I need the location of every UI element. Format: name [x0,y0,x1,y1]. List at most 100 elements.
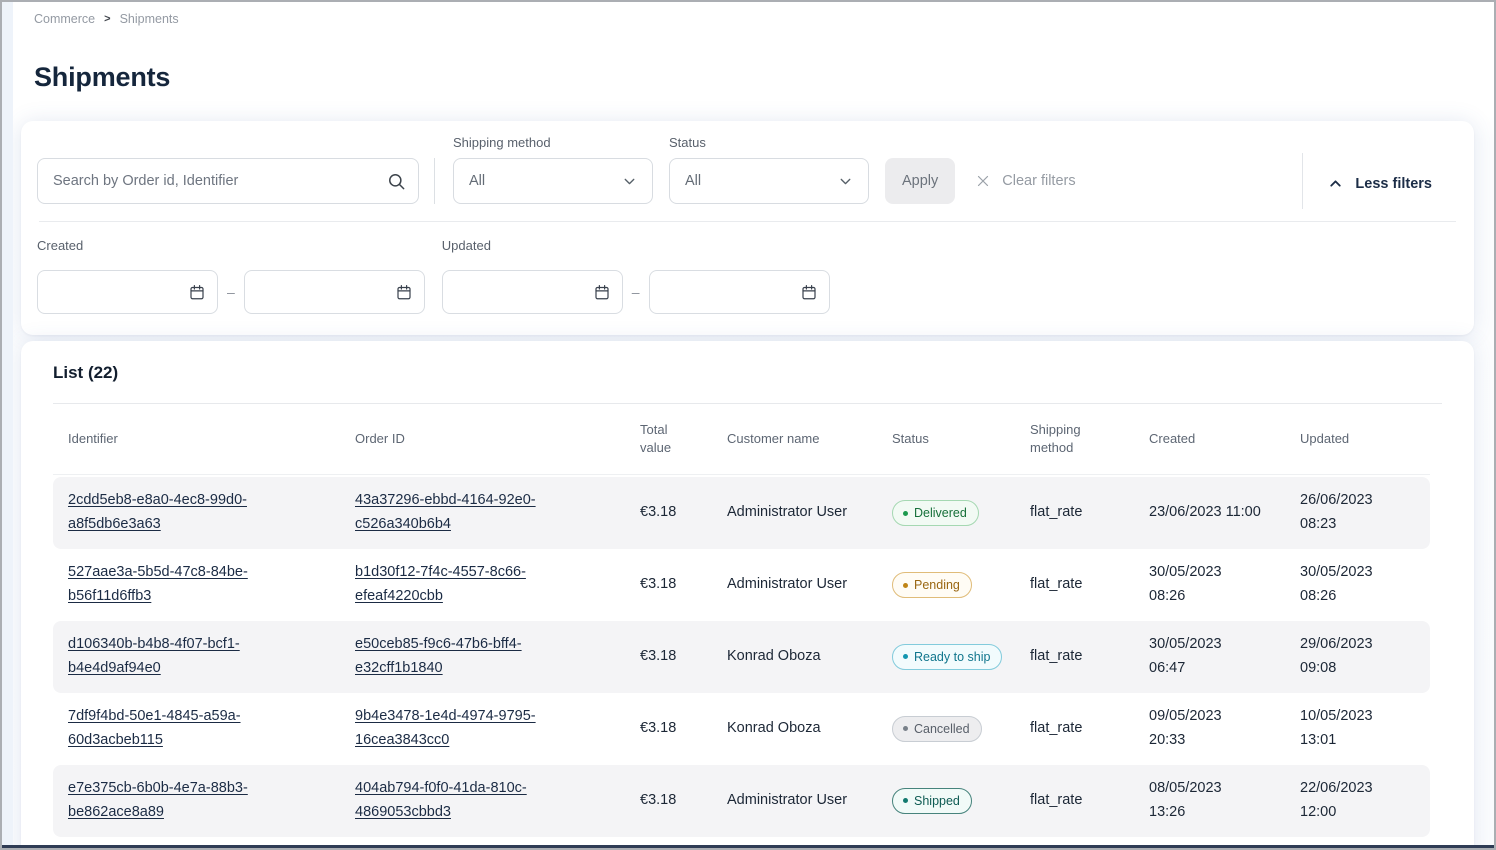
chevron-up-icon [1327,175,1344,192]
app-window: Commerce > Shipments Shipments Shippin [0,0,1496,850]
clear-filters-button[interactable]: Clear filters [970,158,1079,204]
range-dash: – [227,284,235,300]
shipping-method-filter: Shipping method All [453,135,653,204]
updated-range-filter: Updated – [442,238,830,314]
customer-name-cell: Konrad Oboza [727,717,892,741]
table-body: 2cdd5eb8-e8a0-4ec8-99d0-a8f5db6e3a63 43a… [21,477,1474,836]
calendar-icon[interactable] [593,283,611,301]
created-to-wrap [244,270,425,314]
status-badge: Cancelled [892,716,982,742]
status-select[interactable]: All [669,158,869,204]
status-dot-icon [903,511,908,516]
updated-from-wrap [442,270,623,314]
identifier-link[interactable]: 2cdd5eb8-e8a0-4ec8-99d0-a8f5db6e3a63 [68,489,288,537]
updated-cell: 29/06/2023 09:08 [1300,633,1430,681]
total-value-cell: €3.18 [640,645,727,669]
column-header-order-id: Order ID [355,430,640,448]
status-badge-label: Pending [914,577,960,593]
shipping-method-label: Shipping method [453,135,653,150]
left-gutter [2,2,13,848]
chevron-down-icon [837,173,854,190]
status-filter: Status All [669,135,869,204]
status-label: Status [669,135,869,150]
order-id-link[interactable]: 404ab794-f0f0-41da-810c-4869053cbbd3 [355,777,575,825]
identifier-link[interactable]: 527aae3a-5b5d-47c8-84be-b56f11d6ffb3 [68,561,288,609]
created-range-filter: Created – [37,238,425,314]
customer-name-cell: Administrator User [727,501,892,525]
table-row: 2cdd5eb8-e8a0-4ec8-99d0-a8f5db6e3a63 43a… [53,477,1430,549]
breadcrumb-commerce[interactable]: Commerce [34,12,95,26]
table-row: e7e375cb-6b0b-4e7a-88b3-be862ace8a89 404… [53,765,1430,837]
shipments-page: Commerce > Shipments Shipments Shippin [13,2,1494,848]
status-badge-label: Shipped [914,793,960,809]
updated-to-wrap [649,270,830,314]
order-id-cell: 404ab794-f0f0-41da-810c-4869053cbbd3 [355,777,640,825]
identifier-link[interactable]: e7e375cb-6b0b-4e7a-88b3-be862ace8a89 [68,777,288,825]
status-badge: Delivered [892,500,979,526]
status-dot-icon [903,583,908,588]
status-cell: Ready to ship [892,644,1030,670]
order-id-link[interactable]: b1d30f12-7f4c-4557-8c66-efeaf4220cbb [355,561,575,609]
search-input[interactable] [37,158,419,204]
shipping-method-select[interactable]: All [453,158,653,204]
column-header-created: Created [1149,430,1300,448]
less-filters-label: Less filters [1355,176,1432,192]
status-badge-label: Cancelled [914,721,970,737]
list-panel: List (22) Identifier Order ID Total valu… [21,341,1474,848]
total-value-cell: €3.18 [640,501,727,525]
created-label: Created [37,238,425,253]
order-id-link[interactable]: 9b4e3478-1e4d-4974-9795-16cea3843cc0 [355,705,575,753]
column-header-total-value: Total value [640,421,727,457]
less-filters-toggle[interactable]: Less filters [1327,175,1432,192]
order-id-link[interactable]: 43a37296-ebbd-4164-92e0-c526a340b6b4 [355,489,575,537]
created-cell: 30/05/2023 08:26 [1149,561,1300,609]
table-row: 527aae3a-5b5d-47c8-84be-b56f11d6ffb3 b1d… [53,549,1430,621]
updated-cell: 26/06/2023 08:23 [1300,489,1430,537]
order-id-cell: 43a37296-ebbd-4164-92e0-c526a340b6b4 [355,489,640,537]
column-header-status: Status [892,430,1030,448]
status-badge: Ready to ship [892,644,1002,670]
updated-cell: 30/05/2023 08:26 [1300,561,1430,609]
shipping-method-cell: flat_rate [1030,717,1149,741]
identifier-link[interactable]: d106340b-b4b8-4f07-bcf1-b4e4d9af94e0 [68,633,288,681]
order-id-cell: e50ceb85-f9c6-47b6-bff4-e32cff1b1840 [355,633,640,681]
calendar-icon[interactable] [188,283,206,301]
search-field-wrap [37,158,419,204]
customer-name-cell: Konrad Oboza [727,645,892,669]
identifier-link[interactable]: 7df9f4bd-50e1-4845-a59a-60d3acbeb115 [68,705,288,753]
calendar-icon[interactable] [800,283,818,301]
shipping-method-cell: flat_rate [1030,789,1149,813]
chevron-down-icon [621,173,638,190]
breadcrumb: Commerce > Shipments [21,10,1474,26]
customer-name-cell: Administrator User [727,573,892,597]
table-header-divider [53,474,1430,475]
created-from-wrap [37,270,218,314]
status-badge-label: Ready to ship [914,649,990,665]
updated-cell: 10/05/2023 13:01 [1300,705,1430,753]
total-value-cell: €3.18 [640,573,727,597]
status-dot-icon [903,654,908,659]
filter-divider-vertical [434,158,435,204]
status-dot-icon [903,726,908,731]
status-cell: Shipped [892,788,1030,814]
customer-name-cell: Administrator User [727,789,892,813]
table-header-row: Identifier Order ID Total value Customer… [53,404,1430,474]
status-dot-icon [903,798,908,803]
identifier-cell: 527aae3a-5b5d-47c8-84be-b56f11d6ffb3 [68,561,355,609]
apply-button[interactable]: Apply [885,158,955,204]
updated-label: Updated [442,238,830,253]
created-cell: 08/05/2023 13:26 [1149,777,1300,825]
order-id-link[interactable]: e50ceb85-f9c6-47b6-bff4-e32cff1b1840 [355,633,575,681]
search-icon [387,172,406,191]
breadcrumb-shipments: Shipments [120,12,179,26]
shipping-method-cell: flat_rate [1030,645,1149,669]
status-badge: Pending [892,572,972,598]
calendar-icon[interactable] [395,283,413,301]
filter-panel: Shipping method All Status All [21,121,1474,335]
shipping-method-cell: flat_rate [1030,573,1149,597]
status-value: All [685,173,701,189]
total-value-cell: €3.18 [640,717,727,741]
status-badge-label: Delivered [914,505,967,521]
created-cell: 30/05/2023 06:47 [1149,633,1300,681]
identifier-cell: d106340b-b4b8-4f07-bcf1-b4e4d9af94e0 [68,633,355,681]
